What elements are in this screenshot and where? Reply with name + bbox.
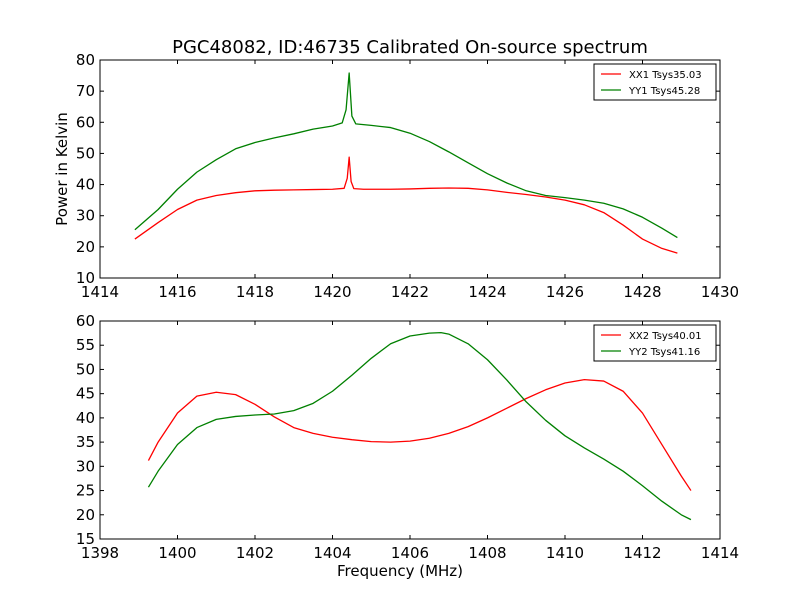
x-tick-label: 1414 — [81, 283, 119, 301]
y-tick-label: 70 — [76, 82, 95, 100]
figure-title: PGC48082, ID:46735 Calibrated On-source … — [172, 37, 648, 58]
legend-entry: YY2 Tsys41.16 — [628, 347, 700, 358]
y-tick-label: 50 — [76, 360, 95, 378]
x-tick-label: 1408 — [468, 544, 506, 562]
y-tick-label: 55 — [76, 336, 95, 354]
y-tick-label: 10 — [76, 269, 95, 287]
x-tick-label: 1418 — [236, 283, 274, 301]
y-tick-label: 80 — [76, 51, 95, 69]
legend: XX2 Tsys40.01 YY2 Tsys41.16 — [593, 324, 717, 362]
legend: XX1 Tsys35.03 YY1 Tsys45.28 — [593, 63, 717, 101]
y-tick-label: 15 — [76, 530, 95, 548]
series-line-xx1 — [134, 156, 678, 254]
y-tick-label: 30 — [76, 457, 95, 475]
x-tick-label: 1414 — [701, 544, 739, 562]
series-line-yy2 — [147, 331, 692, 521]
series-line-yy1 — [134, 72, 678, 239]
y-tick-label: 60 — [76, 312, 95, 330]
bottom-spectrum-panel: 1398 1400 1402 1404 1406 1408 1410 1412 1414 15 20… — [76, 312, 739, 580]
y-tick-label: 25 — [76, 482, 95, 500]
x-tick-label: 1424 — [468, 283, 506, 301]
legend-box — [593, 63, 717, 101]
x-tick-label: 1426 — [546, 283, 584, 301]
legend-entry: XX1 Tsys35.03 — [629, 70, 702, 81]
legend-box — [593, 324, 717, 362]
x-tick-label: 1410 — [546, 544, 584, 562]
top-spectrum-panel: 1414 1416 1418 1420 1422 1424 1426 1428 1430 10 20… — [53, 51, 739, 301]
x-tick-label: 1420 — [313, 283, 351, 301]
y-tick-label: 45 — [76, 385, 95, 403]
y-tick-label: 20 — [76, 506, 95, 524]
legend-entry: YY1 Tsys45.28 — [628, 86, 700, 97]
y-tick-label: 40 — [76, 409, 95, 427]
y-tick-label: 20 — [76, 238, 95, 256]
x-tick-label: 1428 — [623, 283, 661, 301]
x-tick-label: 1412 — [623, 544, 661, 562]
y-tick-label: 50 — [76, 144, 95, 162]
y-axis-label: Power in Kelvin — [53, 112, 71, 226]
x-axis-label: Frequency (MHz) — [337, 562, 463, 580]
legend-entry: XX2 Tsys40.01 — [629, 331, 702, 342]
x-tick-label: 1398 — [81, 544, 119, 562]
x-tick-label: 1402 — [236, 544, 274, 562]
series-line-xx2 — [147, 378, 692, 491]
y-tick-label: 35 — [76, 433, 95, 451]
x-tick-label: 1404 — [313, 544, 351, 562]
x-tick-label: 1406 — [391, 544, 429, 562]
y-tick-label: 40 — [76, 176, 95, 194]
x-tick-label: 1400 — [158, 544, 196, 562]
y-tick-label: 30 — [76, 207, 95, 225]
y-tick-label: 60 — [76, 113, 95, 131]
x-tick-label: 1416 — [158, 283, 196, 301]
x-tick-label: 1430 — [701, 283, 739, 301]
x-tick-label: 1422 — [391, 283, 429, 301]
